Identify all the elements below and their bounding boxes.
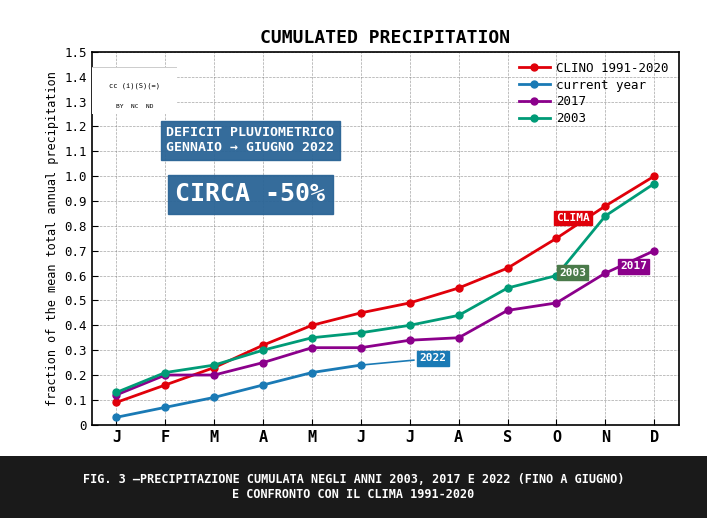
Text: FIG. 3 –PRECIPITAZIONE CUMULATA NEGLI ANNI 2003, 2017 E 2022 (FINO A GIUGNO)
E C: FIG. 3 –PRECIPITAZIONE CUMULATA NEGLI AN… [83, 473, 624, 501]
Text: 2003: 2003 [559, 268, 586, 278]
Y-axis label: fraction of the mean total annual precipitation: fraction of the mean total annual precip… [46, 71, 59, 406]
FancyBboxPatch shape [90, 66, 178, 115]
Title: CUMULATED PRECIPITATION: CUMULATED PRECIPITATION [260, 30, 510, 48]
Text: BY  NC  ND: BY NC ND [115, 105, 153, 109]
Legend: CLINO 1991-2020, current year, 2017, 2003: CLINO 1991-2020, current year, 2017, 200… [515, 58, 672, 129]
Text: CLIMA: CLIMA [556, 213, 590, 223]
Text: 2017: 2017 [620, 262, 647, 271]
FancyBboxPatch shape [0, 456, 707, 518]
Text: DEFICIT PLUVIOMETRICO
GENNAIO → GIUGNO 2022: DEFICIT PLUVIOMETRICO GENNAIO → GIUGNO 2… [166, 126, 334, 154]
Text: cc (i)(S)(=): cc (i)(S)(=) [109, 83, 160, 89]
Text: 2022: 2022 [363, 353, 447, 365]
Text: CIRCA -50%: CIRCA -50% [175, 182, 325, 206]
